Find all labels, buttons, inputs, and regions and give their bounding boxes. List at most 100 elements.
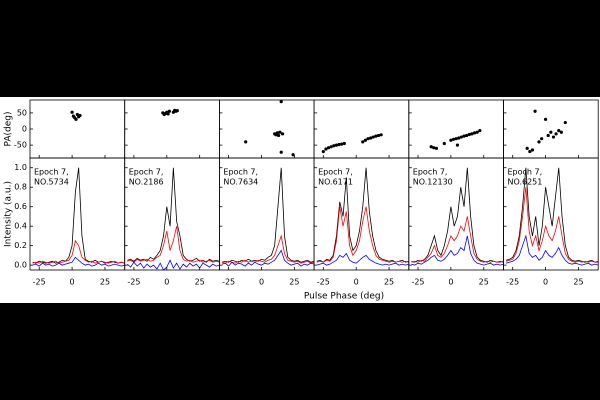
pa-point — [549, 130, 553, 134]
x-tick-label: -25 — [411, 278, 424, 287]
pa-point — [554, 132, 558, 136]
pa-point — [429, 145, 433, 149]
pa-point — [451, 137, 456, 141]
pa-point — [334, 143, 339, 147]
pa-point — [276, 133, 281, 138]
profile-line — [127, 167, 220, 263]
y-tick-label: 0.0 — [14, 261, 27, 270]
x-tick-label: 0 — [70, 278, 75, 287]
pa-point — [366, 137, 370, 141]
axes-frame — [218, 99, 315, 159]
pa-point — [459, 135, 464, 139]
profile-line — [32, 256, 125, 267]
y-tick-label: 1.0 — [14, 163, 27, 172]
pa-point — [361, 140, 365, 144]
annotation: Epoch 7, — [318, 168, 353, 177]
pa-point — [475, 130, 479, 134]
pa-point — [280, 132, 285, 136]
annotation: Epoch 7, — [129, 168, 164, 177]
pa-point — [363, 138, 367, 142]
pa-point — [434, 146, 439, 150]
pa-point — [454, 137, 458, 141]
profile-line — [506, 187, 599, 263]
x-tick-label: 0 — [354, 278, 359, 287]
x-tick-label: -25 — [506, 278, 519, 287]
pa-point — [432, 146, 436, 150]
y-tick-label: 0.8 — [14, 183, 27, 192]
pa-point — [546, 133, 550, 138]
profile-line — [32, 239, 125, 264]
pa-point — [525, 146, 529, 150]
profile-line — [316, 206, 409, 263]
annotation: NO.7634 — [223, 178, 258, 187]
pa-point — [369, 136, 373, 140]
annotation: NO.12130 — [413, 178, 453, 187]
pa-point — [530, 148, 535, 152]
pa-point — [442, 141, 446, 146]
profile-line — [221, 234, 315, 264]
pa-point — [472, 131, 477, 135]
y-tick-label: 0.6 — [14, 202, 27, 211]
axes-frame — [124, 99, 220, 159]
pa-point — [551, 135, 556, 139]
pa-point — [70, 110, 74, 114]
x-tick-label: -25 — [222, 278, 235, 287]
profile-line — [411, 216, 504, 263]
profile-line — [506, 234, 599, 266]
pa-point — [465, 133, 469, 138]
annotation: NO.6171 — [318, 178, 353, 187]
pa-point — [291, 153, 295, 157]
y-tick-label: 0.2 — [14, 241, 27, 250]
x-tick-label: -25 — [127, 278, 140, 287]
pa-point — [166, 112, 170, 116]
annotation: NO.2186 — [129, 178, 164, 187]
pa-point — [533, 109, 537, 113]
annotation: Epoch 7, — [223, 168, 258, 177]
annotation: Epoch 7, — [34, 168, 69, 177]
axes-frame — [29, 99, 126, 159]
y-axis-label: Intensity (a.u.) — [4, 181, 14, 247]
letterbox-top — [0, 0, 600, 97]
x-tick-label: 25 — [195, 278, 205, 287]
pa-point — [462, 134, 466, 138]
profile-line — [316, 167, 409, 263]
x-tick-label: 25 — [100, 278, 110, 287]
profile-line — [411, 235, 504, 266]
x-tick-label: -25 — [317, 278, 330, 287]
pa-point — [279, 150, 283, 154]
annotation: Epoch 7, — [413, 168, 448, 177]
pa-point — [332, 144, 336, 148]
x-tick-label: 25 — [289, 278, 299, 287]
x-tick-label: 0 — [164, 278, 169, 287]
x-tick-label: 25 — [384, 278, 394, 287]
profile-line — [127, 259, 220, 271]
pa-point — [457, 136, 461, 140]
pa-point — [78, 113, 82, 118]
pa-point — [74, 117, 78, 121]
axes-frame — [408, 99, 504, 159]
axes-frame — [503, 99, 599, 159]
annotation: NO.5734 — [34, 178, 69, 187]
pa-point — [275, 131, 279, 135]
pa-point — [337, 142, 341, 147]
pa-point — [478, 129, 482, 133]
x-tick-label: -25 — [33, 278, 46, 287]
pa-point — [279, 100, 283, 104]
pa-point — [340, 142, 344, 146]
pa-point — [540, 137, 544, 141]
annotation: Epoch 7, — [508, 168, 543, 177]
pa-point — [543, 117, 548, 121]
pa-point — [559, 130, 563, 134]
x-tick-label: 25 — [479, 278, 489, 287]
pa-point — [557, 129, 561, 133]
pa-point — [449, 138, 453, 142]
pa-point — [470, 132, 474, 136]
pa-point — [326, 146, 331, 150]
x-tick-label: 0 — [448, 278, 453, 287]
y-tick-label: 0 — [22, 125, 27, 134]
x-axis-label: Pulse Phase (deg) — [304, 292, 384, 302]
pa-point — [321, 149, 325, 154]
axes-frame — [503, 157, 599, 271]
x-tick-label: 25 — [573, 278, 583, 287]
